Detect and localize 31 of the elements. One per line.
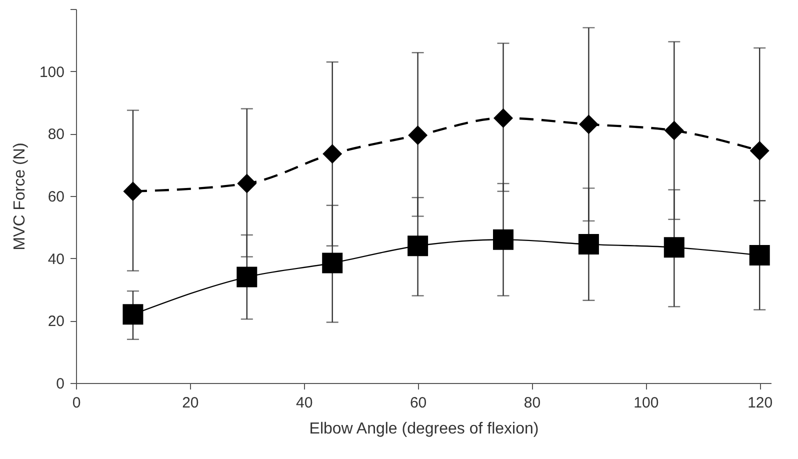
y-tick-label: 40 bbox=[48, 250, 64, 268]
point bbox=[122, 304, 144, 325]
x-tick-label: 0 bbox=[72, 394, 81, 412]
point bbox=[322, 144, 342, 164]
point bbox=[750, 141, 770, 161]
point bbox=[493, 229, 514, 250]
y-axis-title: MVC Force (N) bbox=[11, 142, 28, 250]
point bbox=[408, 125, 428, 145]
x-tick-label: 100 bbox=[634, 394, 659, 412]
point bbox=[123, 182, 143, 202]
x-tick-label: 20 bbox=[182, 394, 199, 412]
point bbox=[664, 120, 684, 140]
x-axis-title: Elbow Angle (degrees of flexion) bbox=[309, 420, 539, 438]
y-tick-label: 20 bbox=[48, 313, 64, 330]
point bbox=[578, 234, 599, 255]
x-tick-label: 120 bbox=[748, 394, 773, 412]
point bbox=[237, 174, 257, 194]
x-tick-label: 60 bbox=[410, 394, 427, 412]
y-tick-label: 0 bbox=[56, 376, 64, 392]
point bbox=[664, 237, 684, 258]
point bbox=[494, 108, 513, 128]
y-tick-label: 60 bbox=[48, 188, 64, 206]
y-tick-label: 80 bbox=[48, 126, 64, 144]
point bbox=[749, 244, 770, 266]
point bbox=[408, 236, 428, 256]
x-tick-label: 80 bbox=[524, 394, 541, 412]
point bbox=[236, 266, 258, 288]
x-tick-label: 40 bbox=[296, 394, 313, 412]
point bbox=[322, 252, 343, 274]
y-tick-label: 100 bbox=[39, 64, 64, 81]
point bbox=[578, 114, 598, 134]
